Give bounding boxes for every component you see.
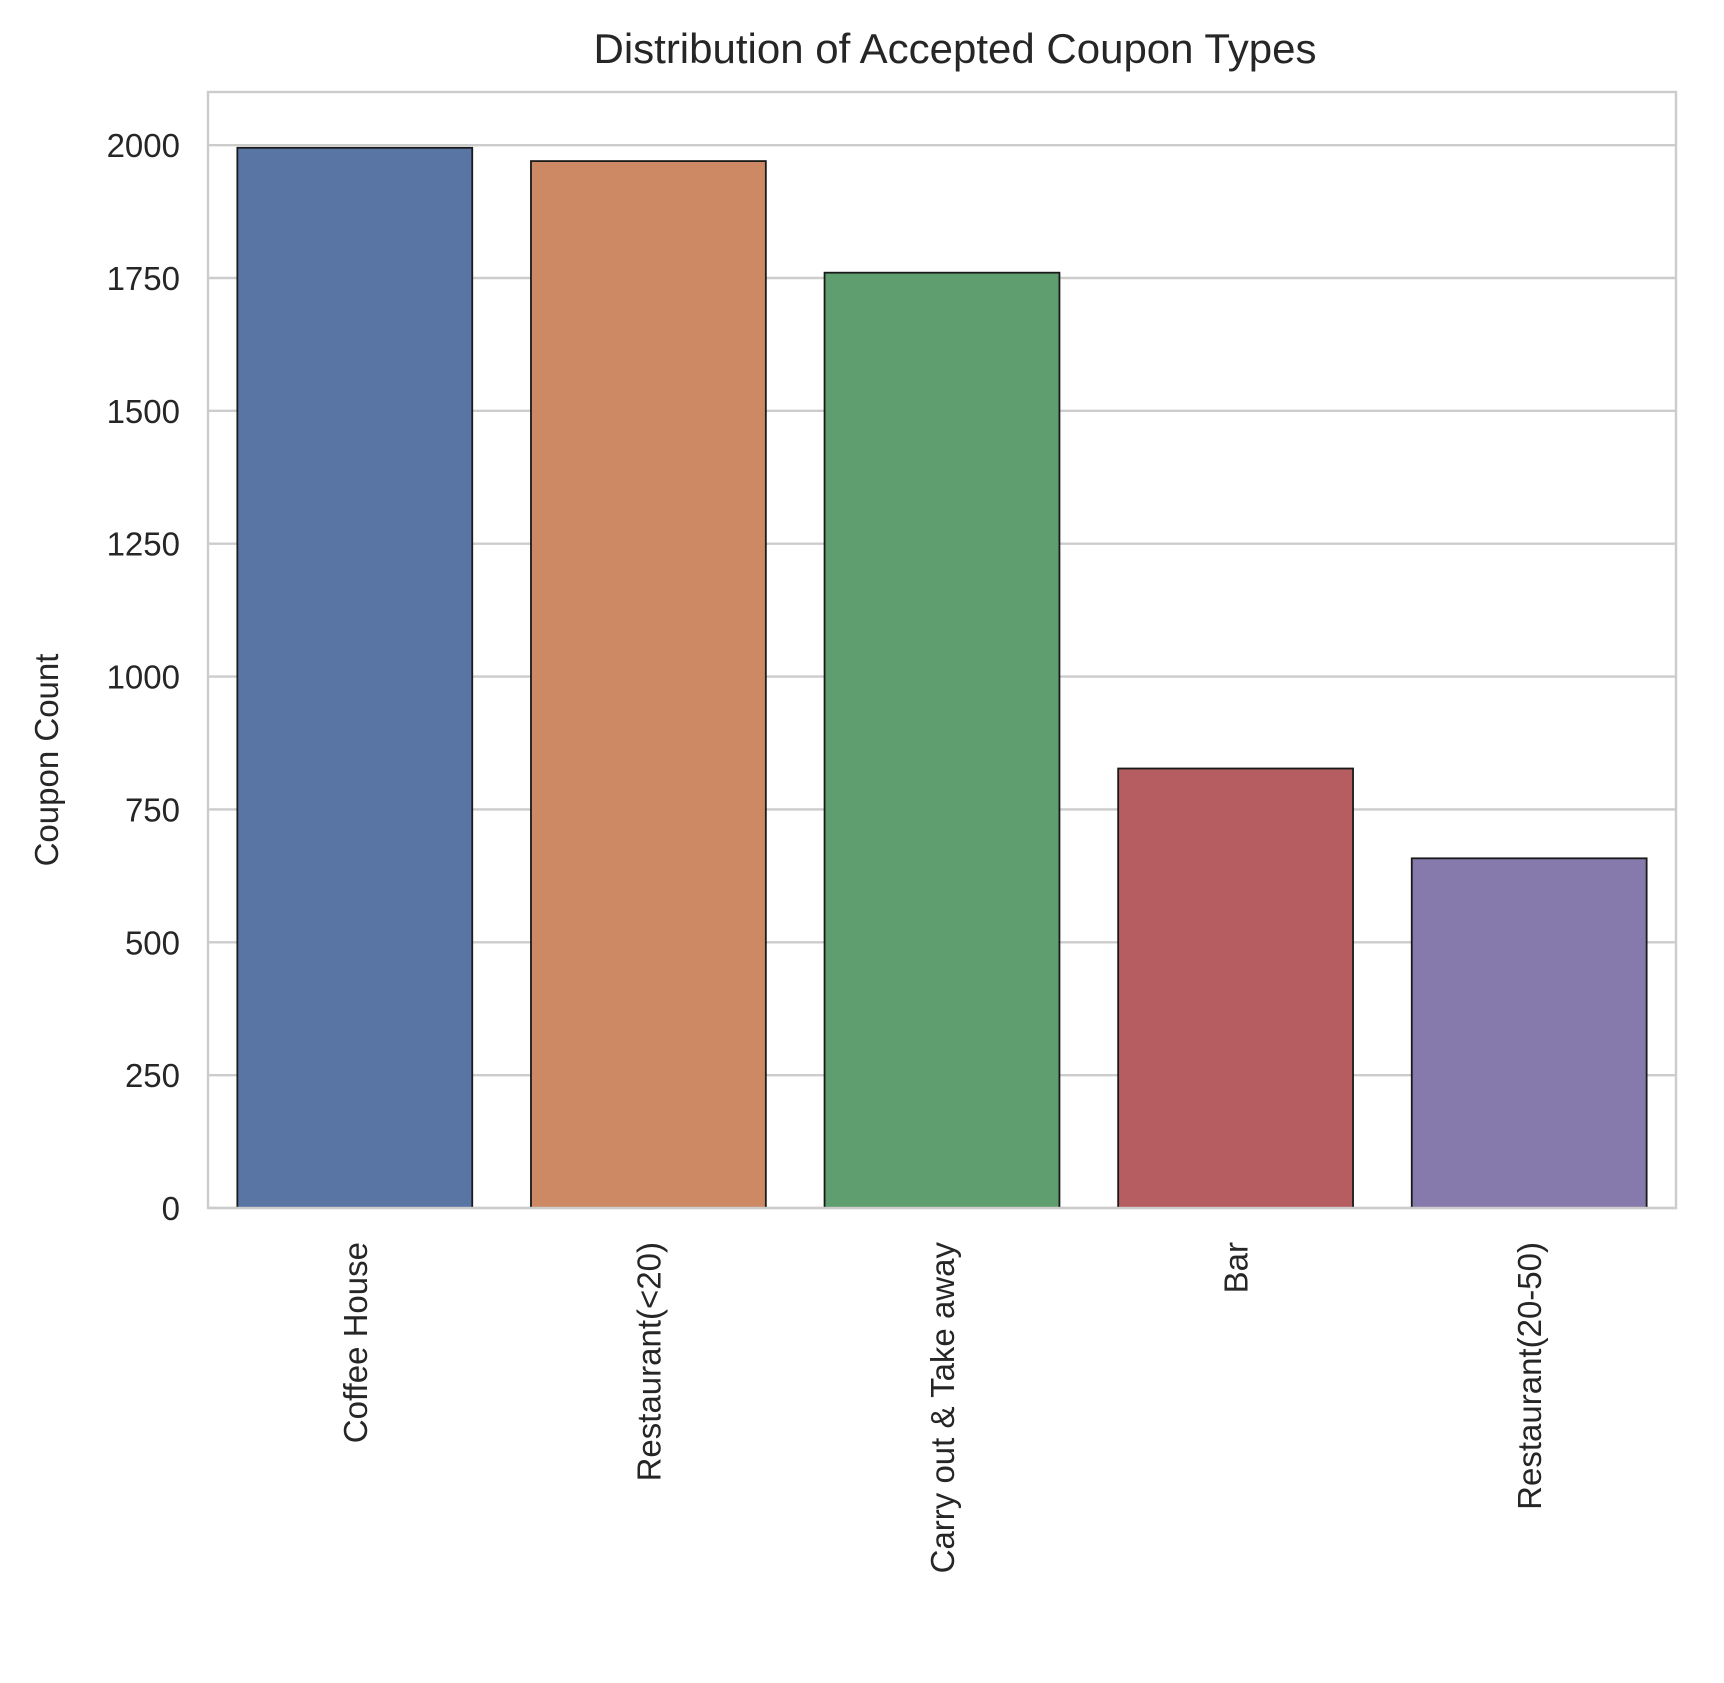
y-tick-labels: 0 250 500 750 1000 1250 1500 1750 2000 xyxy=(107,127,180,1227)
y-tick-label: 500 xyxy=(125,924,180,961)
axes-frame xyxy=(206,90,1678,1210)
y-tick-label: 1500 xyxy=(107,393,180,430)
bar xyxy=(1410,857,1648,1209)
x-tick-label: Carry out & Take away xyxy=(924,1242,961,1574)
bar xyxy=(236,146,474,1209)
y-axis-label: Coupon Count xyxy=(28,654,65,867)
bars xyxy=(236,146,1648,1209)
x-tick-labels: Coffee House Restaurant(<20) Carry out & T… xyxy=(337,1242,1548,1574)
axes-spines xyxy=(206,90,1678,1210)
chart-title: Distribution of Accepted Coupon Types xyxy=(593,25,1316,72)
y-tick-label: 2000 xyxy=(107,127,180,164)
x-tick-label: Coffee House xyxy=(337,1242,374,1443)
bar xyxy=(530,160,767,1209)
y-tick-label: 0 xyxy=(162,1190,180,1227)
y-tick-label: 1250 xyxy=(107,526,180,563)
x-tick-label: Bar xyxy=(1218,1242,1255,1293)
y-tick-label: 750 xyxy=(125,791,180,828)
y-tick-label: 250 xyxy=(125,1057,180,1094)
y-tick-label: 1750 xyxy=(107,260,180,297)
bar xyxy=(823,271,1061,1209)
y-tick-label: 1000 xyxy=(107,659,180,696)
x-tick-label: Restaurant(<20) xyxy=(630,1242,667,1481)
bar xyxy=(1117,767,1354,1209)
x-tick-label: Restaurant(20-50) xyxy=(1511,1242,1548,1510)
